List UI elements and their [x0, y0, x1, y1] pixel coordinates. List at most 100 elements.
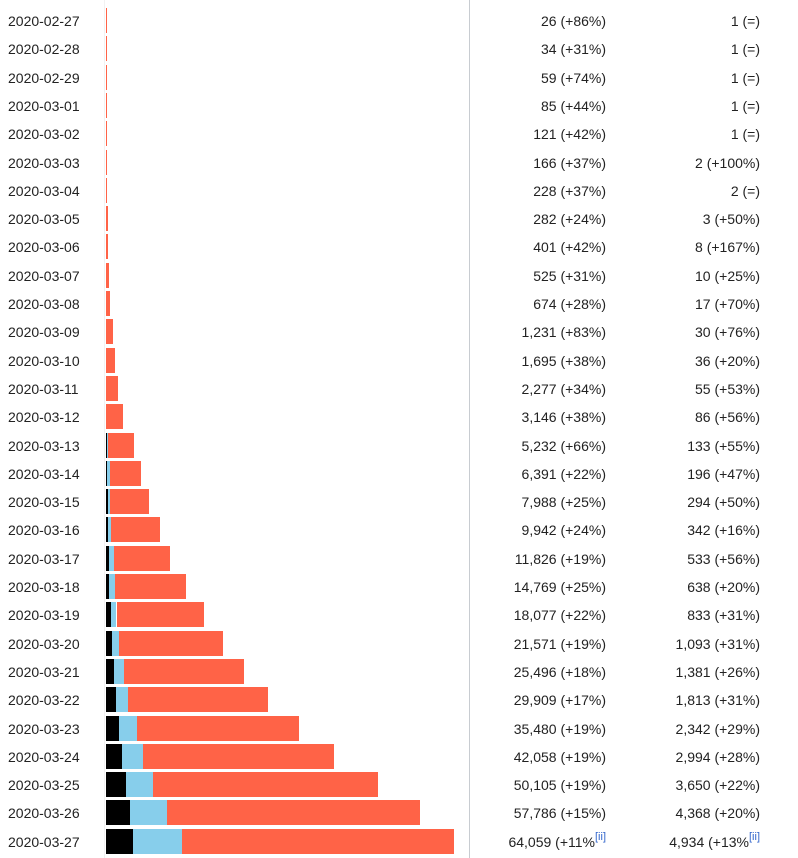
- bar-segment-deaths: [106, 828, 133, 854]
- deaths-count: 533 (+56%): [687, 551, 760, 567]
- stacked-bar: [106, 800, 468, 826]
- stacked-bar: [106, 36, 468, 62]
- column-divider: [469, 0, 470, 858]
- date-label: 2020-03-13: [8, 437, 80, 454]
- cases-count-text: 7,988 (+25%): [521, 494, 606, 511]
- cases-count: 525 (+31%): [533, 268, 606, 284]
- cases-count: 1,695 (+38%): [522, 353, 606, 369]
- bar-segment-recoveries: [110, 602, 117, 628]
- deaths-count-text: 133 (+55%): [687, 437, 760, 454]
- date-label: 2020-03-18: [8, 579, 80, 595]
- cases-count-text: 401 (+42%): [533, 239, 606, 256]
- table-row: 2020-03-01 85 (+44%) 1 (=): [0, 91, 798, 119]
- table-row: 2020-03-15 7,988 (+25%) 294 (+50%): [0, 487, 798, 515]
- deaths-count: 36 (+20%): [695, 353, 760, 369]
- cases-count-text: 42,058 (+19%): [513, 748, 606, 765]
- cases-count-text: 3,146 (+38%): [521, 409, 606, 426]
- table-row: 2020-03-16 9,942 (+24%) 342 (+16%): [0, 515, 798, 543]
- date-label: 2020-03-20: [8, 635, 80, 652]
- deaths-count: 133 (+55%): [687, 438, 760, 454]
- deaths-count: 55 (+53%): [695, 381, 760, 397]
- date-label: 2020-03-16: [8, 522, 80, 539]
- date-label: 2020-03-02: [8, 126, 80, 143]
- deaths-count-text: 1 (=): [730, 69, 760, 86]
- table-row: 2020-03-23 35,480 (+19%) 2,342 (+29%): [0, 714, 798, 742]
- cases-count-text: 64,059 (+11%: [508, 833, 595, 850]
- date-label: 2020-03-19: [8, 607, 80, 624]
- bar-segment-active: [128, 687, 269, 713]
- cases-count-text: 34 (+31%): [541, 41, 606, 58]
- deaths-count: 2 (+100%): [695, 155, 760, 171]
- date-label: 2020-03-25: [8, 777, 80, 794]
- date-label: 2020-03-07: [8, 267, 80, 284]
- footnote-link[interactable]: [ii]: [749, 830, 760, 843]
- deaths-count: 1 (=): [731, 13, 760, 29]
- deaths-count-text: 2,342 (+29%): [675, 720, 760, 737]
- stacked-bar: [106, 743, 468, 769]
- bar-segment-recoveries: [115, 687, 129, 713]
- cases-count-text: 9,942 (+24%): [521, 522, 606, 539]
- date-label: 2020-03-04: [8, 182, 80, 199]
- stacked-bar: [106, 715, 468, 741]
- deaths-count-text: 86 (+56%): [695, 409, 760, 426]
- cases-count-text: 228 (+37%): [533, 182, 606, 199]
- date-label: 2020-03-14: [8, 465, 80, 482]
- date-label: 2020-03-23: [8, 720, 80, 737]
- bar-segment-recoveries: [132, 828, 182, 854]
- bar-segment-active: [137, 715, 299, 741]
- cases-count: 3,146 (+38%): [522, 409, 606, 425]
- cases-count-text: 282 (+24%): [533, 211, 606, 228]
- bar-segment-recoveries: [109, 574, 116, 599]
- stacked-bar: [106, 64, 468, 90]
- stacked-bar: [106, 121, 468, 147]
- stacked-bar: [106, 149, 468, 175]
- cases-count: 11,826 (+19%): [515, 551, 606, 567]
- table-row: 2020-03-14 6,391 (+22%) 196 (+47%): [0, 459, 798, 487]
- bar-segment-recoveries: [107, 489, 111, 515]
- cases-count-text: 57,786 (+15%): [513, 805, 606, 822]
- deaths-count-text: 2,994 (+28%): [675, 748, 760, 765]
- stacked-bar: [106, 92, 468, 118]
- cases-count: 42,058 (+19%): [514, 749, 606, 765]
- deaths-count-text: 10 (+25%): [695, 267, 760, 284]
- deaths-count: 8 (+167%): [695, 239, 760, 255]
- deaths-count-text: 3 (+50%): [702, 211, 760, 228]
- stacked-bar: [106, 574, 468, 599]
- cases-count-text: 14,769 (+25%): [513, 579, 606, 595]
- bar-segment-deaths: [106, 517, 108, 543]
- cases-count: 34 (+31%): [541, 41, 606, 57]
- date-label: 2020-03-10: [8, 352, 80, 369]
- deaths-count-text: 196 (+47%): [687, 465, 760, 482]
- bar-segment-recoveries: [118, 715, 138, 741]
- deaths-count: 1 (=): [731, 98, 760, 114]
- cases-count: 35,480 (+19%): [514, 721, 606, 737]
- deaths-count-text: 2 (+100%): [695, 154, 760, 171]
- deaths-count-text: 1,813 (+31%): [675, 692, 760, 709]
- deaths-count: 1,381 (+26%): [676, 664, 760, 680]
- cases-count: 2,277 (+34%): [522, 381, 606, 397]
- table-row: 2020-03-21 25,496 (+18%) 1,381 (+26%): [0, 657, 798, 685]
- deaths-count: 1,093 (+31%): [676, 636, 760, 652]
- bar-segment-recoveries: [107, 517, 112, 543]
- bar-segment-deaths: [106, 574, 110, 599]
- bar-segment-recoveries: [111, 630, 119, 656]
- bar-segment-deaths: [106, 489, 108, 515]
- deaths-count: 1 (=): [731, 70, 760, 86]
- cases-count: 5,232 (+66%): [522, 438, 606, 454]
- stacked-bar: [106, 602, 468, 628]
- deaths-count-text: 1,381 (+26%): [675, 663, 760, 680]
- date-label: 2020-03-09: [8, 324, 80, 341]
- date-label: 2020-03-26: [8, 805, 80, 822]
- bar-segment-deaths: [106, 800, 130, 826]
- stacked-bar: [106, 828, 468, 854]
- deaths-count: 4,368 (+20%): [676, 805, 760, 821]
- deaths-count-text: 17 (+70%): [695, 296, 760, 312]
- deaths-count-text: 533 (+56%): [687, 550, 760, 567]
- deaths-count: 86 (+56%): [695, 409, 760, 425]
- date-label: 2020-03-27: [8, 833, 80, 850]
- table-row: 2020-03-22 29,909 (+17%) 1,813 (+31%): [0, 685, 798, 713]
- table-row: 2020-02-28 34 (+31%) 1 (=): [0, 34, 798, 62]
- footnote-link[interactable]: [ii]: [595, 830, 606, 843]
- table-row: 2020-03-27 64,059 (+11%[ii] 4,934 (+13%[ii…: [0, 827, 798, 855]
- table-row: 2020-03-07 525 (+31%) 10 (+25%): [0, 261, 798, 289]
